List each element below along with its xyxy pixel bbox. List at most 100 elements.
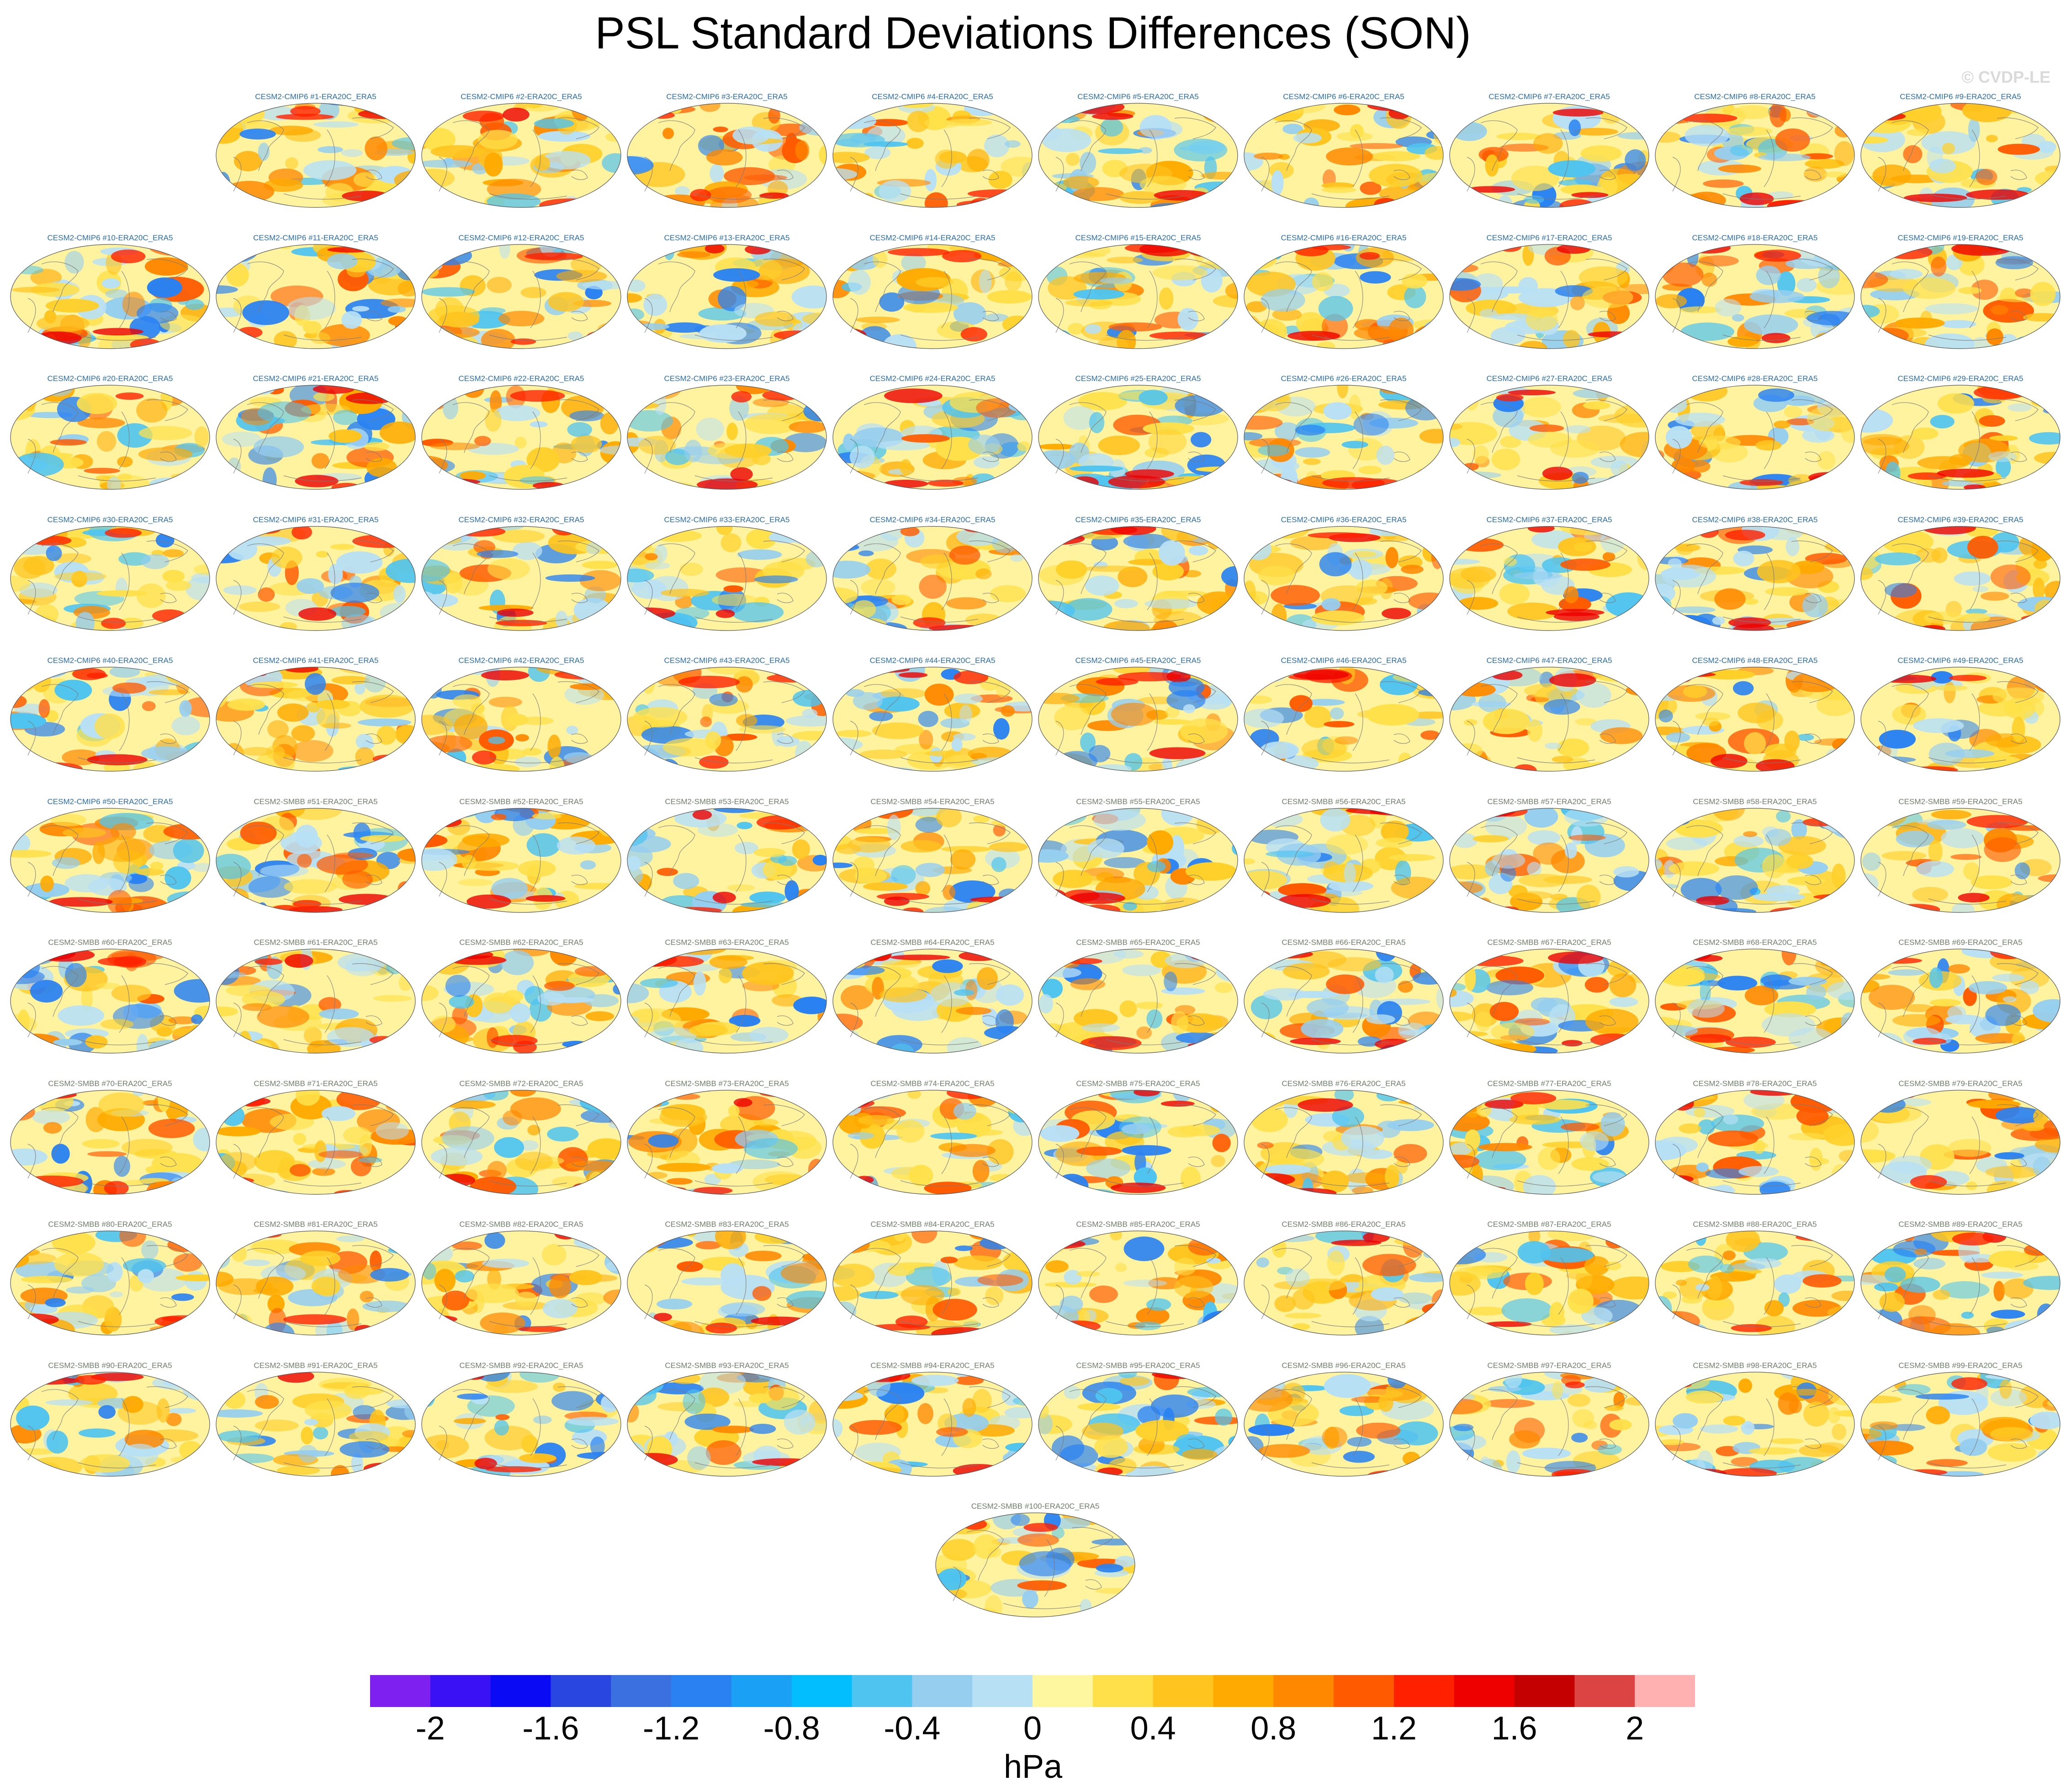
- colorbar-tick-label: 1.2: [1371, 1710, 1417, 1747]
- map-panel: CESM2-SMBB #93-ERA20C_ERA5: [624, 1360, 830, 1477]
- world-map: [627, 807, 827, 913]
- colorbar-tick-label: 0.4: [1130, 1710, 1176, 1747]
- world-map: [627, 525, 827, 631]
- world-map: [1655, 244, 1855, 349]
- panel-label: CESM2-CMIP6 #35-ERA20C_ERA5: [1075, 515, 1201, 524]
- map-panel: CESM2-SMBB #70-ERA20C_ERA5: [7, 1078, 213, 1195]
- world-map: [10, 525, 210, 631]
- map-panel: CESM2-SMBB #71-ERA20C_ERA5: [213, 1078, 418, 1195]
- map-panel: CESM2-SMBB #99-ERA20C_ERA5: [1858, 1360, 2063, 1477]
- world-map: [1038, 1371, 1238, 1477]
- world-map: [1244, 1371, 1444, 1477]
- map-panel: CESM2-CMIP6 #23-ERA20C_ERA5: [624, 373, 830, 490]
- panel-label: CESM2-CMIP6 #17-ERA20C_ERA5: [1486, 233, 1612, 242]
- world-map: [1038, 949, 1238, 1054]
- map-panel: CESM2-SMBB #64-ERA20C_ERA5: [830, 937, 1035, 1054]
- colorbar-swatch: [1153, 1675, 1213, 1707]
- panel-label: CESM2-CMIP6 #16-ERA20C_ERA5: [1281, 233, 1407, 242]
- map-panel: CESM2-SMBB #51-ERA20C_ERA5: [213, 796, 418, 913]
- panel-label: CESM2-SMBB #99-ERA20C_ERA5: [1898, 1361, 2023, 1370]
- map-panel: CESM2-SMBB #80-ERA20C_ERA5: [7, 1219, 213, 1336]
- world-map: [1449, 103, 1649, 208]
- world-map: [1244, 525, 1444, 631]
- world-map: [1038, 667, 1238, 772]
- world-map: [1655, 667, 1855, 772]
- panel-label: CESM2-SMBB #56-ERA20C_ERA5: [1282, 797, 1406, 806]
- world-map: [1038, 103, 1238, 208]
- map-panel: CESM2-SMBB #94-ERA20C_ERA5: [830, 1360, 1035, 1477]
- world-map: [216, 1230, 416, 1336]
- world-map: [1449, 1089, 1649, 1195]
- panel-label: CESM2-CMIP6 #43-ERA20C_ERA5: [664, 656, 790, 665]
- world-map: [1860, 244, 2061, 349]
- map-panel: CESM2-CMIP6 #21-ERA20C_ERA5: [213, 373, 418, 490]
- panel-label: CESM2-SMBB #81-ERA20C_ERA5: [254, 1220, 378, 1229]
- map-panel: CESM2-CMIP6 #2-ERA20C_ERA5: [418, 91, 624, 208]
- panel-label: CESM2-SMBB #76-ERA20C_ERA5: [1282, 1079, 1406, 1088]
- map-panel: CESM2-SMBB #52-ERA20C_ERA5: [418, 796, 624, 913]
- map-panel: CESM2-SMBB #98-ERA20C_ERA5: [1652, 1360, 1858, 1477]
- map-panel: CESM2-CMIP6 #34-ERA20C_ERA5: [830, 514, 1035, 631]
- panel-label: CESM2-CMIP6 #49-ERA20C_ERA5: [1897, 656, 2024, 665]
- panel-label: CESM2-SMBB #93-ERA20C_ERA5: [665, 1361, 789, 1370]
- map-panel: CESM2-SMBB #58-ERA20C_ERA5: [1652, 796, 1858, 913]
- map-panel: CESM2-CMIP6 #25-ERA20C_ERA5: [1035, 373, 1241, 490]
- map-panel: CESM2-SMBB #72-ERA20C_ERA5: [418, 1078, 624, 1195]
- map-panel: CESM2-SMBB #92-ERA20C_ERA5: [418, 1360, 624, 1477]
- world-map: [10, 385, 210, 490]
- world-map: [1860, 807, 2061, 913]
- world-map: [1038, 1230, 1238, 1336]
- map-panel: CESM2-CMIP6 #31-ERA20C_ERA5: [213, 514, 418, 631]
- world-map: [1038, 244, 1238, 349]
- panel-label: CESM2-SMBB #80-ERA20C_ERA5: [48, 1220, 172, 1229]
- colorbar-swatch: [370, 1675, 431, 1707]
- map-panel: CESM2-CMIP6 #42-ERA20C_ERA5: [418, 655, 624, 772]
- world-map: [627, 244, 827, 349]
- panel-label: CESM2-SMBB #94-ERA20C_ERA5: [870, 1361, 995, 1370]
- map-panel: CESM2-CMIP6 #49-ERA20C_ERA5: [1858, 655, 2063, 772]
- world-map: [216, 1089, 416, 1195]
- colorbar-units: hPa: [1003, 1749, 1063, 1785]
- map-panel: CESM2-CMIP6 #11-ERA20C_ERA5: [213, 233, 418, 350]
- colorbar-tick-label: -1.2: [643, 1710, 700, 1747]
- panel-label: CESM2-CMIP6 #48-ERA20C_ERA5: [1692, 656, 1818, 665]
- panel-label: CESM2-SMBB #85-ERA20C_ERA5: [1076, 1220, 1200, 1229]
- figure-title: PSL Standard Deviations Differences (SON…: [595, 8, 1471, 58]
- map-panel: CESM2-SMBB #85-ERA20C_ERA5: [1035, 1219, 1241, 1336]
- world-map: [421, 525, 621, 631]
- world-map: [1655, 1371, 1855, 1477]
- world-map: [1860, 949, 2061, 1054]
- map-panel: CESM2-CMIP6 #32-ERA20C_ERA5: [418, 514, 624, 631]
- colorbar-swatch: [1454, 1675, 1515, 1707]
- colorbar-swatch: [1514, 1675, 1575, 1707]
- world-map: [1655, 525, 1855, 631]
- world-map: [1244, 385, 1444, 490]
- world-map: [216, 807, 416, 913]
- map-panel: CESM2-CMIP6 #46-ERA20C_ERA5: [1241, 655, 1446, 772]
- panel-label: CESM2-CMIP6 #21-ERA20C_ERA5: [253, 374, 379, 383]
- map-panel: CESM2-CMIP6 #37-ERA20C_ERA5: [1446, 514, 1652, 631]
- map-panel: CESM2-SMBB #63-ERA20C_ERA5: [624, 937, 830, 1054]
- map-panel: CESM2-SMBB #76-ERA20C_ERA5: [1241, 1078, 1446, 1195]
- colorbar-swatch: [1033, 1675, 1093, 1707]
- map-panel-grid: CESM2-CMIP6 #1-ERA20C_ERA5 CESM2-CMIP6 #2…: [7, 91, 2063, 1617]
- panel-label: CESM2-SMBB #60-ERA20C_ERA5: [48, 938, 172, 947]
- panel-label: CESM2-CMIP6 #41-ERA20C_ERA5: [253, 656, 379, 665]
- world-map: [421, 1230, 621, 1336]
- map-panel: CESM2-SMBB #90-ERA20C_ERA5: [7, 1360, 213, 1477]
- colorbar-swatch: [611, 1675, 672, 1707]
- world-map: [1449, 385, 1649, 490]
- panel-label: CESM2-CMIP6 #38-ERA20C_ERA5: [1692, 515, 1818, 524]
- panel-label: CESM2-CMIP6 #13-ERA20C_ERA5: [664, 233, 790, 242]
- panel-label: CESM2-CMIP6 #1-ERA20C_ERA5: [255, 92, 376, 101]
- colorbar-swatch: [1273, 1675, 1334, 1707]
- panel-label: CESM2-CMIP6 #22-ERA20C_ERA5: [458, 374, 584, 383]
- map-panel: CESM2-SMBB #59-ERA20C_ERA5: [1858, 796, 2063, 913]
- map-panel: CESM2-CMIP6 #43-ERA20C_ERA5: [624, 655, 830, 772]
- world-map: [1860, 385, 2061, 490]
- panel-label: CESM2-SMBB #61-ERA20C_ERA5: [254, 938, 378, 947]
- map-panel: CESM2-CMIP6 #24-ERA20C_ERA5: [830, 373, 1035, 490]
- map-panel: CESM2-SMBB #67-ERA20C_ERA5: [1446, 937, 1652, 1054]
- panel-label: CESM2-SMBB #67-ERA20C_ERA5: [1487, 938, 1611, 947]
- world-map: [1038, 385, 1238, 490]
